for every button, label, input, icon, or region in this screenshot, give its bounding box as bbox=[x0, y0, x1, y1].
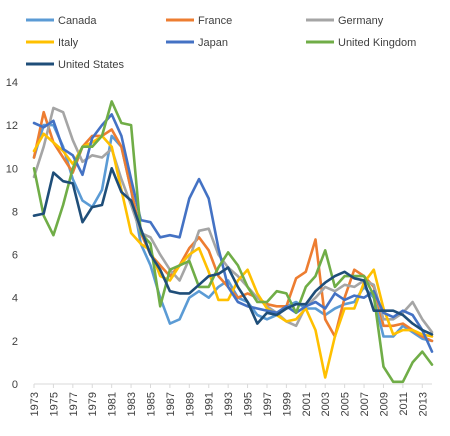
x-tick-label: 1995 bbox=[243, 392, 255, 416]
y-tick-label: 0 bbox=[12, 379, 18, 391]
y-tick-label: 2 bbox=[12, 336, 18, 348]
y-tick-label: 8 bbox=[12, 206, 18, 218]
legend-label-italy: Italy bbox=[58, 37, 79, 49]
x-axis: 1973 1975 1977 1979 1981 1983 1985 1987 1989 1991… bbox=[29, 383, 432, 416]
legend-label-germany: Germany bbox=[338, 15, 384, 27]
x-tick-label: 2011 bbox=[398, 392, 410, 416]
y-tick-label: 10 bbox=[6, 163, 18, 175]
x-tick-label: 1979 bbox=[87, 392, 99, 416]
x-tick-label: 1989 bbox=[184, 392, 196, 416]
legend-label-japan: Japan bbox=[198, 37, 228, 49]
y-tick-label: 4 bbox=[12, 293, 18, 305]
x-tick-label: 1999 bbox=[281, 392, 293, 416]
x-tick-label: 2009 bbox=[378, 392, 390, 416]
x-tick-label: 2003 bbox=[320, 392, 332, 416]
x-tick-label: 1973 bbox=[29, 392, 41, 416]
legend-label-united-states: United States bbox=[58, 59, 125, 71]
x-tick-label: 1987 bbox=[165, 392, 177, 416]
legend-label-canada: Canada bbox=[58, 15, 97, 27]
legend-label-france: France bbox=[198, 15, 232, 27]
y-tick-label: 6 bbox=[12, 250, 18, 262]
x-tick-label: 2001 bbox=[301, 392, 313, 416]
x-tick-label: 1981 bbox=[107, 392, 119, 416]
x-tick-label: 1997 bbox=[262, 392, 274, 416]
x-tick-label: 1975 bbox=[48, 392, 60, 416]
x-tick-label: 2013 bbox=[417, 392, 429, 416]
x-tick-label: 1991 bbox=[204, 392, 216, 416]
x-tick-label: 1993 bbox=[223, 392, 235, 416]
x-tick-label: 1977 bbox=[68, 392, 80, 416]
series-line-japan bbox=[32, 113, 434, 353]
series-lines bbox=[32, 100, 434, 384]
series-line-united-states bbox=[32, 167, 434, 336]
x-tick-label: 1985 bbox=[145, 392, 157, 416]
x-tick-label: 2007 bbox=[359, 392, 371, 416]
y-tick-label: 12 bbox=[6, 120, 18, 132]
x-tick-label: 1983 bbox=[126, 392, 138, 416]
y-axis: 0 2 4 6 8 10 12 14 bbox=[6, 77, 18, 391]
y-tick-label: 14 bbox=[6, 77, 18, 89]
legend-label-united-kingdom: United Kingdom bbox=[338, 37, 416, 49]
series-line-united-kingdom bbox=[32, 100, 434, 384]
chart-legend: Canada France Germany Italy Japan United King… bbox=[26, 15, 416, 71]
series-line-italy bbox=[32, 132, 434, 379]
x-tick-label: 2005 bbox=[340, 392, 352, 416]
